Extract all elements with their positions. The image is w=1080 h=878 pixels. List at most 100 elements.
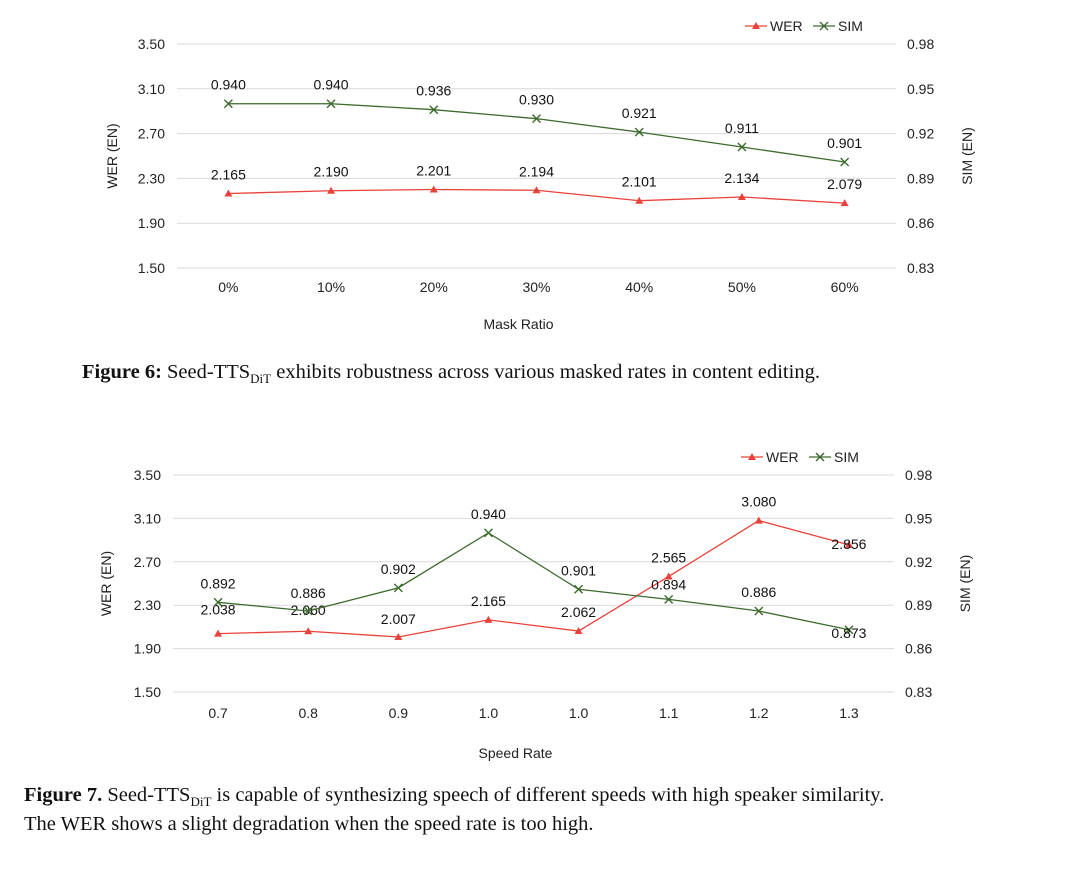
y2-axis-title: SIM (EN): [957, 555, 973, 613]
y2-tick-label: 0.92: [907, 126, 934, 142]
chart-speed-rate: 3.50 0.98 3.10 0.95 2.70 0.92 2.30 0.89 1.90 0.86…: [98, 449, 973, 761]
wer-point: [394, 632, 403, 640]
data-label-sim: 0.894: [651, 576, 686, 592]
data-label-sim: 0.930: [519, 92, 554, 108]
data-label-sim: 0.940: [211, 77, 246, 93]
data-label-wer: 2.007: [381, 611, 416, 627]
y-tick-label: 3.50: [138, 36, 165, 52]
data-label-wer: 2.856: [831, 536, 866, 552]
y-tick-label: 3.10: [138, 81, 165, 97]
wer-point: [304, 627, 313, 635]
y2-tick-label: 0.83: [905, 684, 932, 700]
y2-tick-label: 0.83: [907, 260, 934, 276]
wer-point: [484, 615, 493, 623]
sim-point: [213, 597, 223, 607]
data-label-wer: 2.062: [561, 604, 596, 620]
sim-point: [754, 606, 764, 616]
sim-point: [393, 583, 403, 593]
y-tick-label: 2.30: [134, 597, 161, 613]
wer-point: [429, 185, 438, 193]
y2-tick-label: 0.89: [907, 170, 934, 186]
y2-tick-label: 0.86: [907, 215, 934, 231]
y-axis-title: WER (EN): [104, 123, 120, 188]
y-tick-label: 1.90: [138, 215, 165, 231]
sim-point: [844, 625, 854, 635]
data-label-sim: 0.940: [314, 77, 349, 93]
data-label-wer: 2.190: [314, 164, 349, 180]
legend-wer-marker: [752, 22, 760, 29]
data-label-sim: 0.892: [201, 575, 236, 591]
data-label-sim: 0.940: [471, 506, 506, 522]
data-label-sim: 0.901: [827, 135, 862, 151]
data-label-wer: 2.165: [471, 593, 506, 609]
data-label-sim: 0.886: [741, 584, 776, 600]
y2-tick-label: 0.92: [905, 554, 932, 570]
y2-tick-label: 0.86: [905, 641, 932, 657]
y-axis-title: WER (EN): [98, 551, 114, 616]
figure6-caption-label: Figure 6:: [82, 361, 162, 383]
data-label-sim: 0.901: [561, 562, 596, 578]
x-tick-label: 40%: [625, 279, 653, 295]
legend-sim-label: SIM: [838, 18, 863, 34]
y-tick-label: 2.70: [138, 126, 165, 142]
x-tick-label: 1.0: [479, 705, 499, 721]
wer-point: [844, 540, 853, 548]
legend-sim-label: SIM: [834, 449, 859, 465]
x-tick-label: 10%: [317, 279, 345, 295]
x-tick-label: 0.8: [298, 705, 318, 721]
sim-point: [303, 606, 313, 616]
x-axis-title: Mask Ratio: [483, 316, 553, 332]
x-tick-label: 0.9: [389, 705, 409, 721]
wer-point: [574, 627, 583, 635]
legend-sim-marker: [819, 21, 829, 31]
sim-point: [326, 99, 336, 109]
data-label-wer: 2.201: [416, 162, 451, 178]
data-label-sim: 0.936: [416, 83, 451, 99]
data-label-wer: 2.134: [724, 170, 759, 186]
wer-point: [532, 186, 541, 194]
x-tick-label: 1.0: [569, 705, 589, 721]
sim-point: [664, 594, 674, 604]
y2-axis-title: SIM (EN): [959, 127, 975, 185]
sim-point: [574, 584, 584, 594]
x-tick-label: 30%: [522, 279, 550, 295]
x-tick-label: 1.3: [839, 705, 859, 721]
sim-point: [840, 157, 850, 167]
y2-tick-label: 0.98: [905, 467, 932, 483]
figure7-caption-label: Figure 7.: [24, 784, 103, 806]
figure7-caption-sub: DiT: [190, 794, 212, 810]
y-tick-label: 3.50: [134, 467, 161, 483]
x-tick-label: 0%: [218, 279, 238, 295]
y2-tick-label: 0.95: [905, 510, 932, 526]
sim-point: [223, 99, 233, 109]
legend-wer-marker: [748, 453, 756, 460]
data-label-wer: 2.194: [519, 163, 554, 179]
data-label-sim: 0.921: [622, 105, 657, 121]
figure6-caption-post: exhibits robustness across various maske…: [271, 361, 820, 383]
figure7-caption-line1: Figure 7. Seed-TTSDiT is capable of synt…: [24, 784, 1074, 813]
x-tick-label: 1.1: [659, 705, 679, 721]
series-line-sim: [218, 532, 850, 631]
y-tick-label: 3.10: [134, 510, 161, 526]
wer-point: [214, 629, 223, 637]
data-label-wer: 2.165: [211, 167, 246, 183]
data-label-wer: 2.565: [651, 549, 686, 565]
y2-tick-label: 0.89: [905, 597, 932, 613]
data-label-wer: 2.101: [622, 174, 657, 190]
data-label-wer: 3.080: [741, 494, 776, 510]
x-axis-title: Speed Rate: [479, 745, 553, 761]
x-tick-label: 20%: [420, 279, 448, 295]
wer-point: [754, 516, 763, 524]
sim-point: [429, 105, 439, 115]
data-label-wer: 2.079: [827, 176, 862, 192]
wer-point: [327, 186, 336, 194]
y2-tick-label: 0.98: [907, 36, 934, 52]
figure7-caption-post: is capable of synthesizing speech of dif…: [211, 784, 885, 806]
legend-sim-marker: [815, 452, 825, 462]
y-tick-label: 1.50: [138, 260, 165, 276]
x-tick-label: 1.2: [749, 705, 769, 721]
data-label-sim: 0.902: [381, 561, 416, 577]
sim-point: [634, 127, 644, 137]
data-label-sim: 0.911: [725, 120, 759, 136]
